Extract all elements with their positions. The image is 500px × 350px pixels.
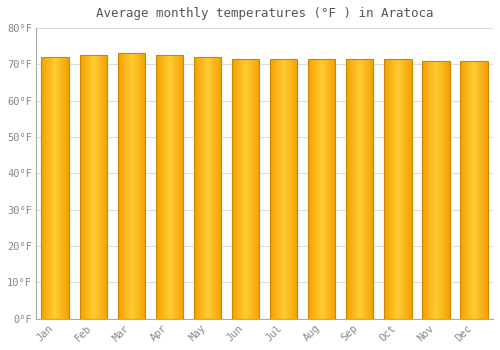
- Bar: [156, 55, 183, 318]
- Bar: [460, 61, 487, 318]
- Title: Average monthly temperatures (°F ) in Aratoca: Average monthly temperatures (°F ) in Ar…: [96, 7, 434, 20]
- Bar: [42, 57, 69, 318]
- Bar: [346, 59, 374, 318]
- Bar: [194, 57, 221, 318]
- Bar: [118, 54, 145, 318]
- Bar: [308, 59, 336, 318]
- Bar: [270, 59, 297, 318]
- Bar: [232, 59, 260, 318]
- Bar: [422, 61, 450, 318]
- Bar: [384, 59, 411, 318]
- Bar: [80, 55, 107, 318]
